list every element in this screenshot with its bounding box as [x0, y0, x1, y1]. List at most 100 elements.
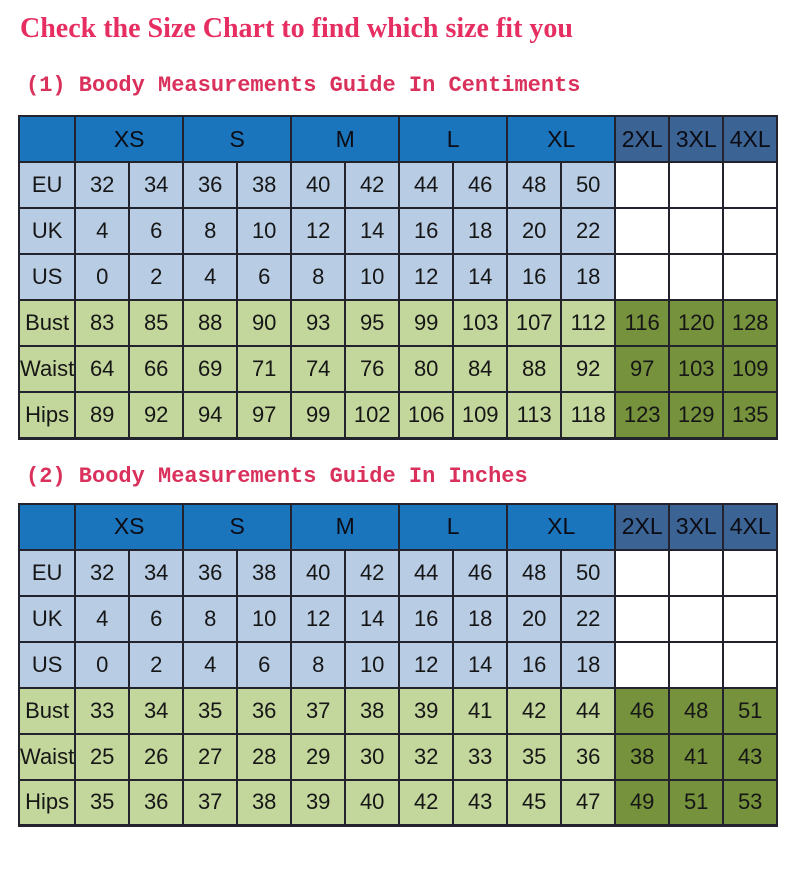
value-cell: 69	[182, 345, 239, 394]
section-centimeters-heading: (1) Boody Measurements Guide In Centimen…	[26, 73, 581, 99]
value-cell-extended	[722, 640, 779, 689]
value-cell: 16	[506, 640, 563, 689]
size-group-header-3xl: 3XL	[668, 115, 725, 164]
section-inches: (2) Boody Measurements Guide In Inches X…	[0, 464, 794, 828]
value-cell: 40	[344, 778, 401, 827]
value-cell-extended: 38	[614, 732, 671, 781]
value-cell: 29	[290, 732, 347, 781]
value-cell: 42	[506, 686, 563, 735]
value-cell: 36	[182, 548, 239, 597]
value-cell: 84	[452, 345, 509, 394]
value-cell: 44	[560, 686, 617, 735]
value-cell: 34	[128, 548, 185, 597]
value-cell-extended	[614, 207, 671, 256]
value-cell: 118	[560, 391, 617, 440]
value-cell: 66	[128, 345, 185, 394]
value-cell-extended	[668, 207, 725, 256]
size-header-row: XS S M L XL 2XL 3XL 4XL	[17, 502, 779, 551]
table-row-hips: Hips 35 36 37 38 39 40 42 43 45 47 49 51 53	[17, 778, 779, 827]
size-group-header-xs: XS	[74, 115, 185, 164]
value-cell: 27	[182, 732, 239, 781]
value-cell: 112	[560, 299, 617, 348]
value-cell: 26	[128, 732, 185, 781]
value-cell: 93	[290, 299, 347, 348]
value-cell: 4	[182, 640, 239, 689]
value-cell: 20	[506, 594, 563, 643]
value-cell: 28	[236, 732, 293, 781]
value-cell: 107	[506, 299, 563, 348]
value-cell: 4	[182, 253, 239, 302]
value-cell-extended	[614, 548, 671, 597]
value-cell: 32	[74, 161, 131, 210]
value-cell: 94	[182, 391, 239, 440]
value-cell: 18	[452, 594, 509, 643]
value-cell: 14	[344, 207, 401, 256]
value-cell: 113	[506, 391, 563, 440]
value-cell: 88	[506, 345, 563, 394]
value-cell: 20	[506, 207, 563, 256]
value-cell: 14	[452, 640, 509, 689]
value-cell-extended	[722, 161, 779, 210]
value-cell: 22	[560, 594, 617, 643]
row-label-uk: UK	[17, 594, 77, 643]
corner-cell	[17, 115, 77, 164]
value-cell: 46	[452, 161, 509, 210]
value-cell: 10	[344, 640, 401, 689]
section-inches-heading: (2) Boody Measurements Guide In Inches	[26, 463, 528, 489]
value-cell: 10	[236, 594, 293, 643]
value-cell: 40	[290, 548, 347, 597]
value-cell-extended: 49	[614, 778, 671, 827]
value-cell: 45	[506, 778, 563, 827]
value-cell-extended: 41	[668, 732, 725, 781]
value-cell: 8	[182, 207, 239, 256]
value-cell: 43	[452, 778, 509, 827]
value-cell: 16	[398, 207, 455, 256]
value-cell-extended	[668, 161, 725, 210]
value-cell-extended: 46	[614, 686, 671, 735]
value-cell-extended: 135	[722, 391, 779, 440]
value-cell: 102	[344, 391, 401, 440]
value-cell-extended	[668, 640, 725, 689]
value-cell: 14	[452, 253, 509, 302]
value-cell: 0	[74, 253, 131, 302]
table-row-us: US 0 2 4 6 8 10 12 14 16 18	[17, 253, 779, 302]
value-cell-extended: 116	[614, 299, 671, 348]
value-cell-extended: 103	[668, 345, 725, 394]
size-group-header-2xl: 2XL	[614, 502, 671, 551]
value-cell: 30	[344, 732, 401, 781]
value-cell-extended	[722, 253, 779, 302]
value-cell: 41	[452, 686, 509, 735]
value-cell: 88	[182, 299, 239, 348]
value-cell-extended: 51	[722, 686, 779, 735]
value-cell: 42	[344, 548, 401, 597]
value-cell: 48	[506, 548, 563, 597]
value-cell: 42	[344, 161, 401, 210]
value-cell: 12	[398, 640, 455, 689]
size-group-header-l: L	[398, 115, 509, 164]
value-cell: 36	[236, 686, 293, 735]
value-cell: 64	[74, 345, 131, 394]
table-row-waist: Waist 64 66 69 71 74 76 80 84 88 92 97 103 109	[17, 345, 779, 394]
row-label-uk: UK	[17, 207, 77, 256]
value-cell-extended: 97	[614, 345, 671, 394]
value-cell: 18	[560, 640, 617, 689]
value-cell: 37	[290, 686, 347, 735]
value-cell-extended	[614, 253, 671, 302]
row-label-bust: Bust	[17, 299, 77, 348]
value-cell: 14	[344, 594, 401, 643]
value-cell: 22	[560, 207, 617, 256]
value-cell-extended	[668, 253, 725, 302]
value-cell: 2	[128, 253, 185, 302]
size-group-header-s: S	[182, 502, 293, 551]
size-group-header-xl: XL	[506, 502, 617, 551]
size-header-row: XS S M L XL 2XL 3XL 4XL	[17, 115, 779, 164]
value-cell: 44	[398, 161, 455, 210]
value-cell: 83	[74, 299, 131, 348]
row-label-us: US	[17, 640, 77, 689]
corner-cell	[17, 502, 77, 551]
value-cell: 36	[182, 161, 239, 210]
page-title: Check the Size Chart to find which size …	[20, 13, 573, 44]
value-cell: 35	[506, 732, 563, 781]
value-cell-extended: 48	[668, 686, 725, 735]
value-cell: 39	[290, 778, 347, 827]
